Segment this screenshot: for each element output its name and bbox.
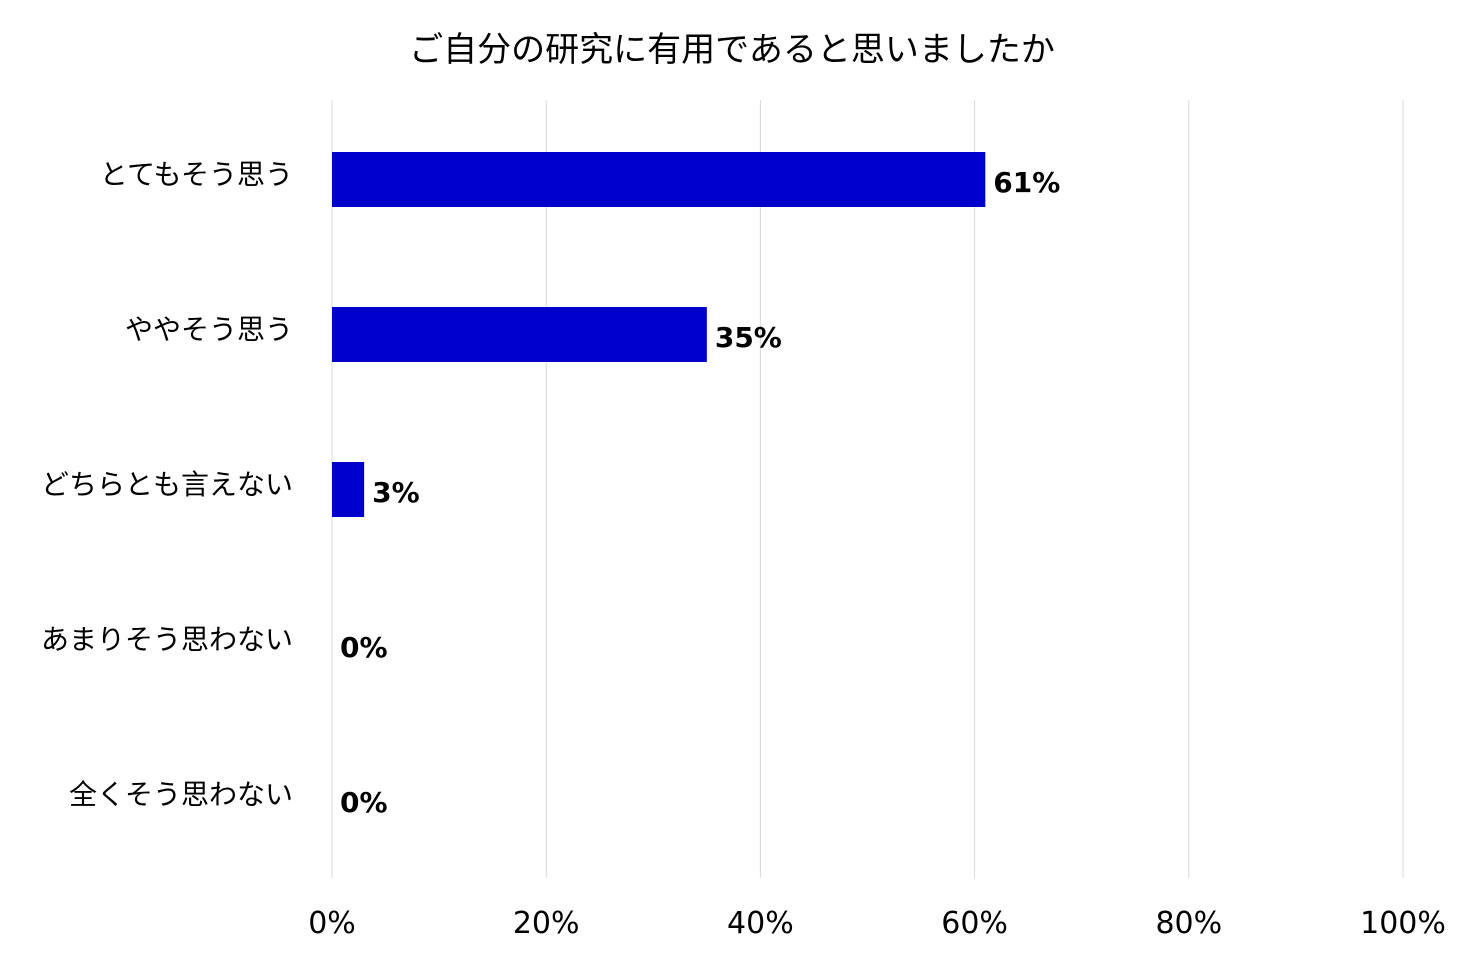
bar	[332, 152, 986, 207]
bar	[332, 307, 707, 362]
bar	[332, 462, 365, 517]
data-label: 0%	[340, 786, 388, 819]
chart-title: ご自分の研究に有用であると思いましたか	[409, 30, 1055, 70]
data-label: 3%	[372, 476, 420, 509]
category-label: とてもそう思う	[100, 158, 293, 191]
x-tick-label: 100%	[1360, 906, 1446, 941]
x-tick-label: 60%	[941, 906, 1008, 941]
category-label: 全くそう思わない	[69, 778, 293, 811]
data-label: 0%	[340, 631, 388, 664]
x-tick-label: 0%	[308, 906, 356, 941]
category-label: ややそう思う	[125, 313, 293, 346]
x-tick-label: 20%	[513, 906, 580, 941]
category-label: あまりそう思わない	[41, 623, 293, 656]
category-label: どちらとも言えない	[41, 468, 293, 501]
data-label: 35%	[715, 321, 782, 354]
x-tick-label: 40%	[727, 906, 794, 941]
x-tick-label: 80%	[1155, 906, 1222, 941]
data-label: 61%	[993, 166, 1060, 199]
